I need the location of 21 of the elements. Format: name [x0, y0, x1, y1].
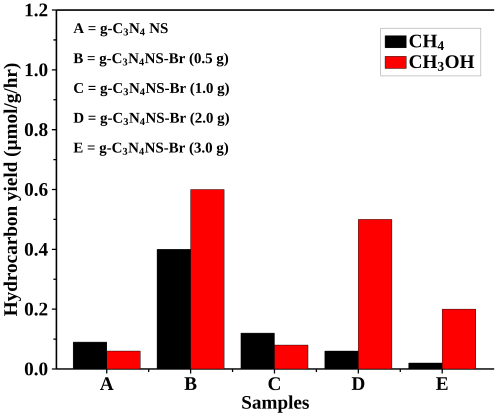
annotation: C = g-C$_{3}$N$_{4}$NS-Br (1.0 g): [74, 82, 229, 96]
x-tick-label: D: [352, 377, 364, 390]
annotation: B = g-C$_{3}$N$_{4}$NS-Br (0.5 g): [74, 52, 228, 66]
annotation: A = g-C$_{3}$N$_{4}$ NS: [73, 23, 168, 36]
x-axis-title: Samples: [242, 395, 309, 413]
x-tick-label: C: [268, 377, 280, 390]
x-tick-label: B: [184, 377, 196, 390]
legend-label: CH$_{3}$OH: [410, 55, 474, 71]
y-tick-label: 0.0: [24, 362, 48, 376]
y-tick-label: 1.0: [26, 63, 48, 76]
x-tick-label: A: [100, 377, 114, 390]
y-axis-title: Hydrocarbon yield (µmol/g/hr): [4, 63, 22, 316]
y-tick-label: 0.2: [24, 302, 48, 316]
y-tick-label: 0.4: [24, 242, 48, 256]
legend-label: CH$_{4}$: [410, 34, 444, 50]
annotation: E = g-C$_{3}$N$_{4}$NS-Br (3.0 g): [74, 142, 228, 156]
y-tick-label: 0.6: [24, 182, 48, 196]
annotation: D = g-C$_{3}$N$_{4}$NS-Br (2.0 g): [74, 112, 229, 126]
y-tick-label: 0.8: [24, 123, 48, 136]
x-tick-label: E: [436, 377, 448, 390]
y-tick-label: 1.2: [26, 3, 48, 16]
